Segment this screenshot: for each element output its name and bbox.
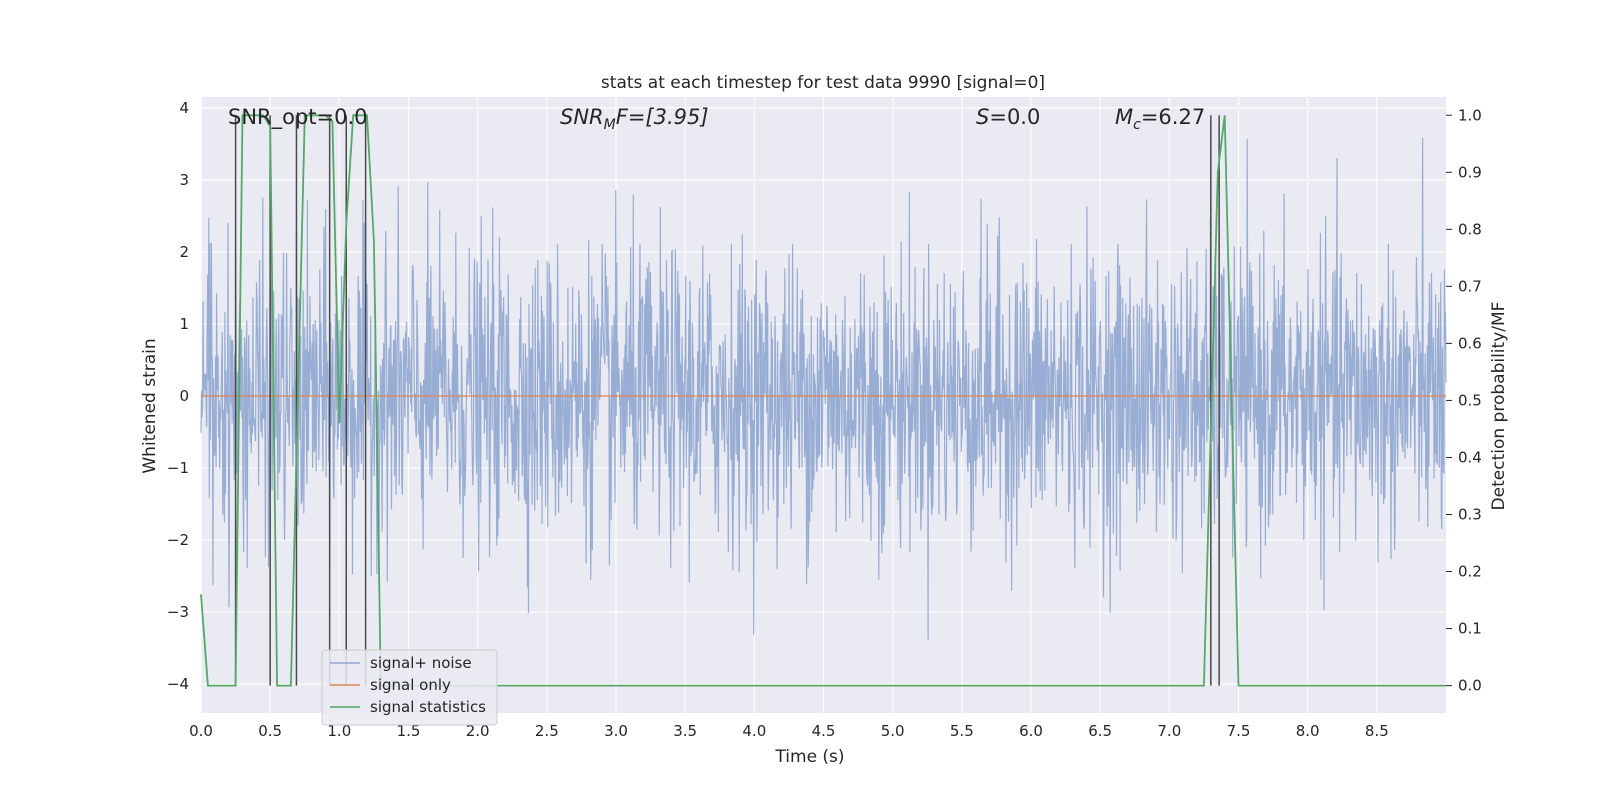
y-right-tick-label: 0.9 [1458,163,1482,181]
legend-label-noise: signal+ noise [370,654,472,672]
y-right-tick-label: 0.7 [1458,277,1482,295]
x-tick-label: 3.0 [604,722,628,740]
y-right-tick-label: 0.4 [1458,448,1482,466]
x-tick-label: 8.5 [1365,722,1389,740]
x-tick-label: 7.0 [1157,722,1181,740]
legend: signal+ noise signal only signal statist… [321,649,498,726]
legend-box [321,649,498,726]
y-axis-label: Whitened strain [140,338,160,473]
noise-line [200,137,1447,640]
y-right-axis-label: Detection probability/MF [1489,302,1509,511]
x-tick-label: 1.5 [397,722,421,740]
x-tick-label: 2.5 [535,722,559,740]
y-tick-label: 3 [179,171,189,189]
x-axis-ticks: 0.0 0.5 1.0 1.5 2.0 2.5 3.0 3.5 4.0 4.5 5.0 5.5 6.0 6… [189,722,1389,740]
y-right-tick-label: 1.0 [1458,106,1482,124]
x-tick-label: 4.5 [812,722,836,740]
signal-statistics-series [200,114,1446,687]
y-tick-label: 0 [179,387,189,405]
y-right-tick-label: 0.3 [1458,506,1482,524]
y-tick-label: −4 [167,675,189,693]
y-right-tick-label: 0.6 [1458,334,1482,352]
annotation-s: S=0.0 [976,105,1040,129]
x-tick-label: 5.5 [950,722,974,740]
y-tick-label: 2 [179,243,189,261]
x-tick-label: 8.0 [1296,722,1320,740]
y-right-tick-label: 0.1 [1458,620,1482,638]
y-right-tick-label: 0.0 [1458,677,1482,695]
y-right-axis-ticks: 0.0 0.1 0.2 0.3 0.4 0.5 0.6 0.7 0.8 0.9 1.0 [1446,106,1482,695]
y-axis-ticks: −4 −3 −2 −1 0 1 2 3 4 [167,99,189,693]
y-tick-label: 1 [179,315,189,333]
y-tick-label: 4 [179,99,189,117]
annotation-mc: Mc=6.27 [1115,105,1205,133]
y-right-tick-label: 0.5 [1458,391,1482,409]
x-axis-label: Time (s) [774,747,844,767]
y-right-tick-label: 0.8 [1458,220,1482,238]
x-tick-label: 7.5 [1227,722,1251,740]
x-tick-label: 4.0 [742,722,766,740]
x-tick-label: 6.5 [1088,722,1112,740]
x-tick-label: 2.0 [466,722,490,740]
x-tick-label: 1.0 [327,722,351,740]
y-tick-label: −1 [167,459,189,477]
chart-title: stats at each timestep for test data 999… [601,73,1045,93]
y-right-tick-label: 0.2 [1458,563,1482,581]
y-tick-label: −3 [167,603,189,621]
legend-label-signal-only: signal only [370,676,451,694]
noise-series [200,137,1447,640]
signal-statistics-line [200,114,1446,687]
x-tick-label: 3.5 [673,722,697,740]
detection-vlines [234,115,1220,686]
annotation-snr-mf: SNRMF=[3.95] [560,105,709,133]
x-tick-label: 0.5 [258,722,282,740]
y-tick-label: −2 [167,531,189,549]
x-tick-label: 6.0 [1019,722,1043,740]
x-tick-label: 0.0 [189,722,213,740]
legend-label-signal-statistics: signal statistics [370,698,486,716]
x-tick-label: 5.0 [881,722,905,740]
annotation-snr-opt: SNR_opt=0.0 [228,105,368,130]
